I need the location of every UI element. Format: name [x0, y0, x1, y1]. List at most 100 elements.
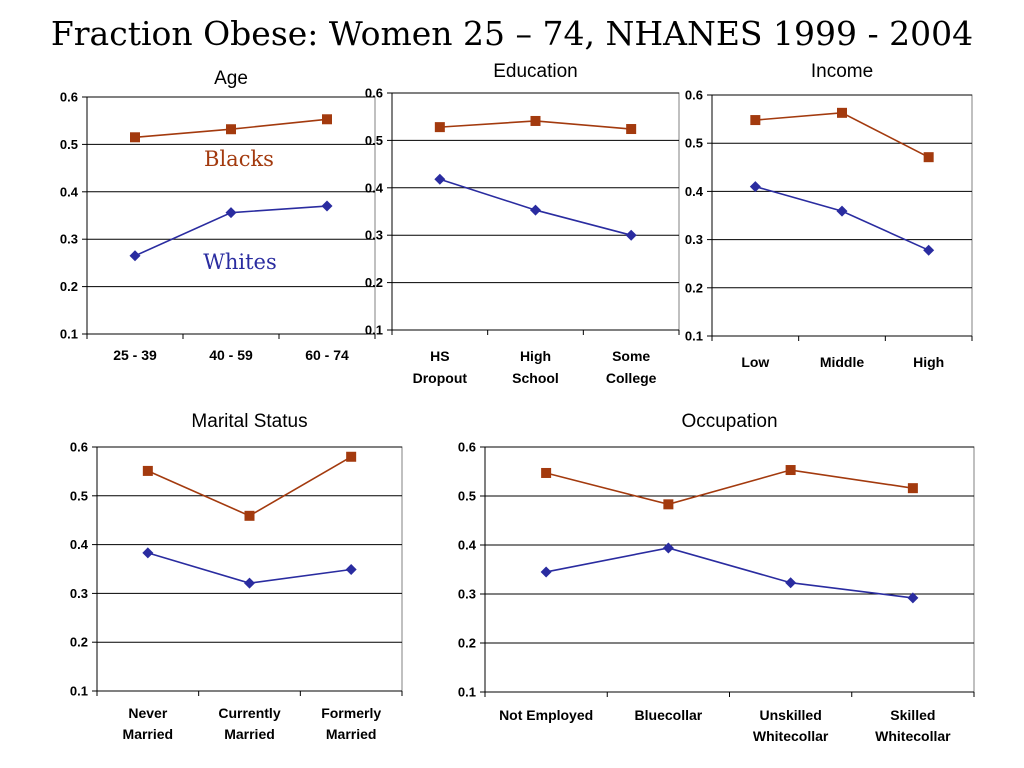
x-tick-label: School	[512, 370, 559, 386]
chart-income: Income 0.1 0.2 0.3 0.4 0.5 0.6 Low Middle High	[685, 61, 973, 370]
data-point-diamond	[662, 542, 674, 554]
y-tick-label: 0.2	[60, 279, 78, 294]
y-tick-label: 0.1	[458, 685, 476, 700]
data-point-square	[750, 115, 761, 126]
data-point-square	[907, 483, 918, 494]
x-tick-label: Formerly	[321, 705, 381, 721]
data-point-diamond	[530, 204, 541, 216]
data-point-diamond	[749, 181, 761, 193]
y-tick-label: 0.5	[60, 137, 78, 152]
series-line-blacks	[545, 469, 913, 506]
slide-title: Fraction Obese: Women 25 – 74, NHANES 19…	[50, 14, 974, 53]
x-tick-label: High	[520, 348, 551, 364]
y-tick-label: 0.6	[365, 86, 383, 101]
data-point-diamond	[625, 229, 637, 241]
y-tick-label: 0.1	[685, 329, 703, 344]
data-point-square	[226, 124, 236, 135]
x-tick-label: Married	[326, 726, 377, 742]
y-tick-label: 0.3	[70, 586, 88, 601]
y-tick-label: 0.5	[365, 133, 383, 148]
y-tick-label: 0.2	[365, 275, 383, 290]
data-point-diamond	[142, 547, 154, 559]
y-tick-label: 0.4	[685, 184, 704, 199]
data-point-diamond	[345, 563, 357, 575]
data-point-diamond	[225, 207, 237, 219]
y-tick-label: 0.4	[70, 537, 89, 552]
series-label-blacks: Blacks	[204, 147, 274, 171]
y-tick-label: 0.5	[458, 489, 476, 504]
panel-title-education: Education	[493, 61, 578, 82]
chart-education: Education 0.1 0.2 0.3 0.4 0.5 0.6 HS Dropout High…	[365, 61, 680, 386]
y-tick-label: 0.2	[70, 635, 88, 650]
data-point-diamond	[923, 244, 935, 256]
x-tick-label: Not Employed	[499, 707, 593, 723]
y-tick-label: 0.6	[60, 90, 78, 105]
y-tick-label: 0.3	[685, 232, 703, 247]
x-tick-label: 40 - 59	[209, 347, 253, 363]
data-point-square	[785, 465, 796, 476]
y-tick-label: 0.6	[685, 88, 703, 103]
data-point-diamond	[785, 577, 797, 589]
y-tick-label: 0.5	[685, 136, 703, 151]
data-point-diamond	[836, 205, 848, 217]
panel-title-marital-status: Marital Status	[191, 411, 307, 432]
y-tick-label: 0.1	[60, 327, 78, 342]
x-tick-label: Some	[612, 348, 650, 364]
chart-age: Age 0.1 0.2 0.3 0.4 0.5 0.6 25 - 39 40 - 59 60 - …	[60, 68, 376, 363]
chart-occupation: Occupation 0.1 0.2 0.3 0.4 0.5 0.6 Not Employed…	[458, 411, 975, 744]
x-tick-label: Skilled	[890, 707, 935, 723]
x-tick-label: High	[913, 354, 944, 370]
data-point-square	[346, 451, 357, 462]
y-tick-label: 0.2	[685, 280, 703, 295]
data-point-square	[130, 132, 140, 143]
data-point-diamond	[907, 592, 919, 604]
data-point-square	[434, 122, 445, 133]
data-point-square	[322, 114, 332, 125]
x-tick-label: 25 - 39	[113, 347, 157, 363]
y-tick-label: 0.4	[365, 180, 384, 195]
x-tick-label: Currently	[218, 705, 280, 721]
data-point-square	[923, 152, 934, 163]
x-tick-label: 60 - 74	[305, 347, 349, 363]
data-point-square	[663, 499, 674, 510]
y-tick-label: 0.3	[60, 232, 78, 247]
x-tick-label: Bluecollar	[635, 707, 703, 723]
x-tick-label: Unskilled	[760, 707, 822, 723]
data-point-square	[837, 107, 847, 118]
y-tick-label: 0.3	[458, 587, 476, 602]
panel-title-income: Income	[811, 61, 873, 82]
x-tick-label: HS	[430, 348, 449, 364]
x-tick-label: College	[606, 370, 657, 386]
x-tick-label: Whitecollar	[875, 728, 951, 744]
data-point-square	[142, 465, 153, 476]
panel-title-age: Age	[214, 68, 248, 89]
y-tick-label: 0.1	[70, 684, 88, 699]
x-tick-label: Dropout	[413, 370, 468, 386]
data-point-square	[244, 510, 255, 521]
series-label-whites: Whites	[203, 250, 276, 274]
plot-area	[96, 446, 403, 692]
data-point-diamond	[321, 200, 333, 212]
data-point-diamond	[129, 250, 141, 262]
y-tick-label: 0.3	[365, 228, 383, 243]
data-point-diamond	[244, 577, 255, 589]
y-tick-label: 0.2	[458, 636, 476, 651]
y-tick-label: 0.4	[458, 538, 477, 553]
panel-title-occupation: Occupation	[681, 411, 777, 432]
x-tick-label: Low	[741, 354, 769, 370]
y-tick-label: 0.4	[60, 184, 79, 199]
y-tick-label: 0.6	[70, 440, 88, 455]
y-tick-label: 0.5	[70, 488, 88, 503]
data-point-square	[541, 467, 552, 478]
series-line-whites	[545, 547, 913, 599]
x-tick-label: Married	[123, 726, 174, 742]
chart-marital-status: Marital Status 0.1 0.2 0.3 0.4 0.5 0.6 Never Mar…	[70, 411, 403, 742]
data-point-square	[530, 115, 541, 126]
x-tick-label: Whitecollar	[753, 728, 829, 744]
data-point-diamond	[540, 566, 552, 578]
y-tick-label: 0.1	[365, 323, 383, 338]
y-tick-label: 0.6	[458, 440, 476, 455]
x-tick-label: Middle	[820, 354, 865, 370]
data-point-square	[626, 124, 637, 135]
data-point-diamond	[434, 173, 446, 185]
